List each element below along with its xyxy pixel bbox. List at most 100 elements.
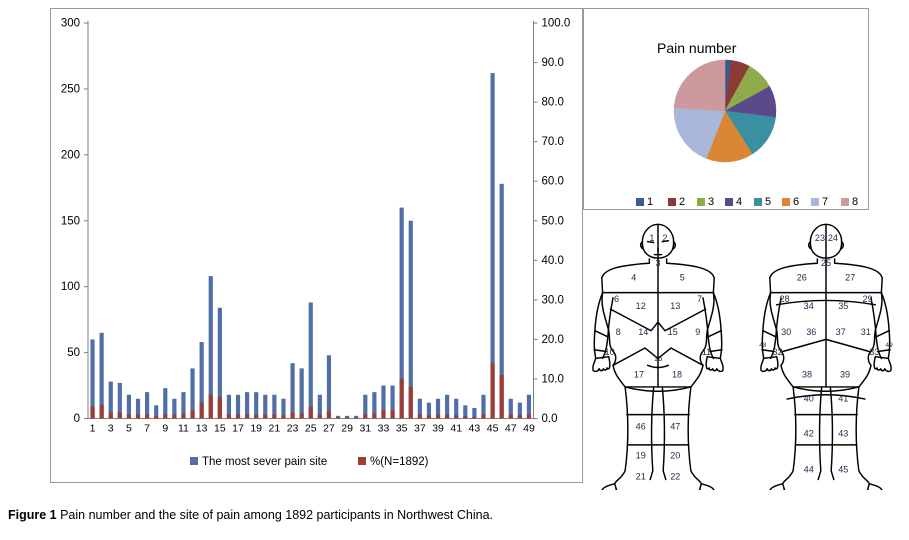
- svg-text:80.0: 80.0: [542, 97, 564, 109]
- svg-text:38: 38: [802, 369, 812, 379]
- svg-text:19: 19: [636, 451, 646, 461]
- svg-text:47: 47: [670, 421, 680, 431]
- svg-text:29: 29: [341, 423, 353, 435]
- svg-text:50: 50: [67, 347, 80, 359]
- svg-text:17: 17: [232, 423, 244, 435]
- svg-text:37: 37: [414, 423, 426, 435]
- svg-text:15: 15: [214, 423, 226, 435]
- svg-text:45: 45: [487, 423, 499, 435]
- svg-text:34: 34: [804, 301, 814, 311]
- svg-text:12: 12: [636, 301, 646, 311]
- svg-text:5: 5: [765, 196, 771, 208]
- svg-text:11: 11: [178, 423, 189, 435]
- svg-text:35: 35: [396, 423, 408, 435]
- svg-text:47: 47: [505, 423, 517, 435]
- svg-text:4: 4: [736, 196, 742, 208]
- svg-text:40: 40: [804, 394, 814, 404]
- svg-text:33: 33: [378, 423, 390, 435]
- svg-text:4: 4: [631, 273, 636, 283]
- svg-text:8: 8: [852, 196, 858, 208]
- svg-text:25: 25: [305, 423, 317, 435]
- svg-text:19: 19: [250, 423, 262, 435]
- svg-text:29: 29: [862, 294, 872, 304]
- svg-text:40.0: 40.0: [542, 255, 564, 267]
- svg-text:49: 49: [523, 423, 535, 435]
- svg-text:10: 10: [605, 347, 615, 357]
- svg-text:6: 6: [614, 294, 619, 304]
- svg-text:100.0: 100.0: [542, 18, 571, 30]
- svg-text:27: 27: [323, 423, 335, 435]
- svg-text:16: 16: [654, 354, 663, 363]
- svg-text:13: 13: [196, 423, 208, 435]
- svg-text:48: 48: [759, 342, 767, 349]
- svg-text:200: 200: [61, 149, 80, 161]
- svg-text:44: 44: [804, 465, 814, 475]
- svg-text:23: 23: [287, 423, 299, 435]
- svg-text:37: 37: [836, 327, 846, 337]
- svg-text:9: 9: [162, 423, 168, 435]
- svg-text:36: 36: [806, 327, 816, 337]
- svg-text:2: 2: [679, 196, 685, 208]
- svg-text:0: 0: [74, 413, 80, 425]
- svg-text:3: 3: [108, 423, 114, 435]
- svg-text:150: 150: [61, 215, 80, 227]
- svg-text:1: 1: [647, 196, 653, 208]
- svg-text:2: 2: [662, 233, 667, 243]
- svg-text:41: 41: [450, 423, 462, 435]
- svg-text:300: 300: [61, 18, 80, 30]
- svg-text:30.0: 30.0: [542, 294, 564, 306]
- svg-text:23: 23: [815, 233, 825, 243]
- svg-text:90.0: 90.0: [542, 57, 564, 69]
- svg-text:49: 49: [886, 342, 894, 349]
- svg-text:70.0: 70.0: [542, 136, 564, 148]
- svg-text:15: 15: [668, 327, 678, 337]
- svg-text:60.0: 60.0: [542, 176, 564, 188]
- svg-text:22: 22: [670, 472, 680, 482]
- svg-text:28: 28: [779, 294, 789, 304]
- svg-text:30: 30: [781, 327, 791, 337]
- svg-text:26: 26: [797, 273, 807, 283]
- svg-text:21: 21: [636, 472, 646, 482]
- svg-text:42: 42: [804, 428, 814, 438]
- svg-text:3: 3: [655, 258, 660, 268]
- svg-text:20: 20: [670, 451, 680, 461]
- svg-text:50.0: 50.0: [542, 215, 564, 227]
- svg-text:10.0: 10.0: [542, 373, 564, 385]
- svg-text:14: 14: [638, 327, 648, 337]
- svg-text:39: 39: [840, 369, 850, 379]
- svg-text:25: 25: [821, 258, 831, 268]
- svg-text:43: 43: [838, 428, 848, 438]
- svg-text:7: 7: [144, 423, 150, 435]
- svg-text:35: 35: [838, 301, 848, 311]
- svg-text:250: 250: [61, 83, 80, 95]
- svg-text:13: 13: [670, 301, 680, 311]
- svg-text:100: 100: [61, 281, 80, 293]
- svg-text:45: 45: [838, 465, 848, 475]
- svg-text:21: 21: [269, 423, 281, 435]
- svg-text:7: 7: [697, 294, 702, 304]
- svg-text:11: 11: [702, 347, 711, 357]
- svg-text:31: 31: [359, 423, 371, 435]
- svg-text:The most sever pain site: The most sever pain site: [202, 456, 327, 468]
- svg-text:5: 5: [680, 273, 685, 283]
- svg-text:%(N=1892): %(N=1892): [370, 456, 429, 468]
- svg-text:27: 27: [845, 273, 855, 283]
- svg-text:41: 41: [838, 394, 848, 404]
- svg-text:39: 39: [432, 423, 444, 435]
- svg-text:7: 7: [822, 196, 828, 208]
- svg-text:18: 18: [672, 369, 682, 379]
- svg-text:9: 9: [695, 327, 700, 337]
- svg-text:8: 8: [616, 327, 621, 337]
- svg-text:33: 33: [869, 347, 879, 357]
- svg-text:24: 24: [828, 233, 838, 243]
- svg-text:1: 1: [90, 423, 96, 435]
- svg-text:17: 17: [634, 369, 644, 379]
- svg-text:43: 43: [469, 423, 481, 435]
- svg-text:1: 1: [649, 233, 654, 243]
- svg-text:0.0: 0.0: [542, 413, 558, 425]
- svg-text:32: 32: [773, 347, 783, 357]
- svg-text:31: 31: [861, 327, 871, 337]
- svg-text:46: 46: [636, 421, 646, 431]
- svg-text:20.0: 20.0: [542, 334, 564, 346]
- svg-text:3: 3: [708, 196, 714, 208]
